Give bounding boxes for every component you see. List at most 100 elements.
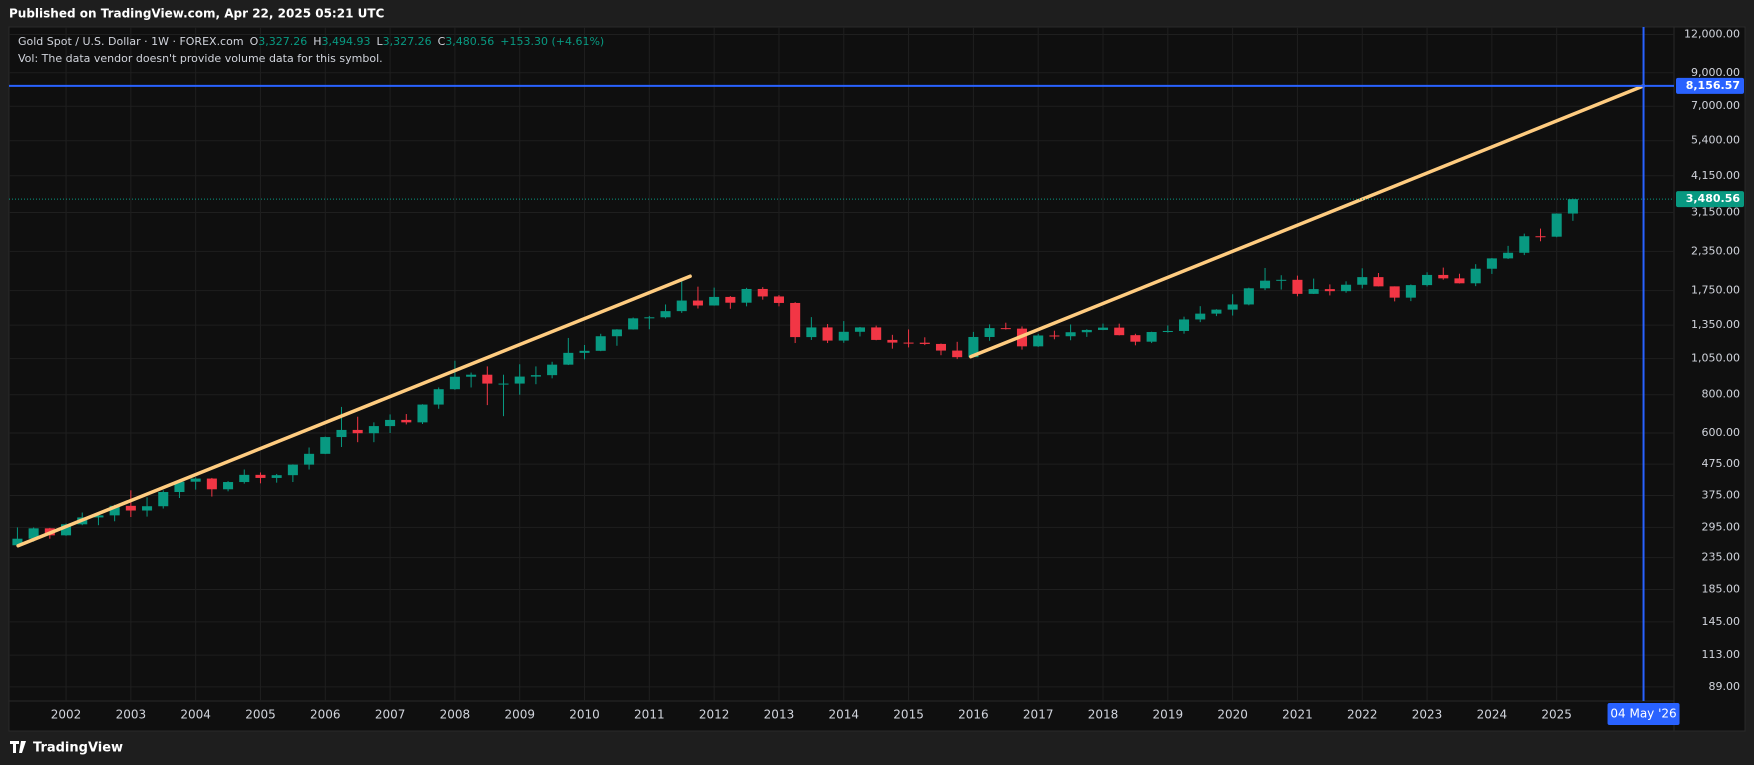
- y-tick-label: 2,350.00: [1691, 244, 1740, 257]
- candle-body: [838, 331, 849, 341]
- candle-body: [1211, 309, 1222, 314]
- candle-body: [287, 464, 298, 476]
- chart-pane: [8, 26, 1746, 732]
- y-tick-label: 12,000.00: [1684, 28, 1740, 41]
- published-note: Published on TradingView.com, Apr 22, 20…: [9, 7, 385, 21]
- candle-body: [644, 317, 655, 319]
- candle-body: [854, 327, 865, 332]
- candle-body: [1324, 289, 1335, 292]
- candle-body: [887, 339, 898, 343]
- candle-body: [206, 478, 217, 490]
- legend-value: 3,327.26: [258, 35, 307, 48]
- candle-body: [336, 429, 347, 438]
- candle-body: [1276, 279, 1287, 281]
- candle-body: [417, 404, 428, 423]
- y-tick-label: 1,050.00: [1691, 352, 1740, 365]
- x-tick-label: 2020: [1217, 708, 1248, 722]
- candle-body: [352, 429, 363, 434]
- candle-body: [611, 329, 622, 337]
- candle-body: [109, 505, 120, 516]
- candle-body: [271, 475, 282, 478]
- y-tick-label: 295.00: [1702, 520, 1741, 533]
- x-tick-label: 2004: [180, 708, 211, 722]
- candle-body: [466, 374, 477, 377]
- candle-body: [1308, 289, 1319, 294]
- y-tick-label: 3,150.00: [1691, 205, 1740, 218]
- y-tick-label: 235.00: [1702, 551, 1741, 564]
- candle-body: [579, 350, 590, 353]
- logo-icon: [10, 741, 26, 753]
- candle-body: [385, 419, 396, 427]
- candle-body: [174, 481, 185, 493]
- candle-body: [1227, 304, 1238, 310]
- candle-body: [125, 505, 136, 511]
- candle-body: [1357, 277, 1368, 285]
- x-tick-label: 2022: [1347, 708, 1378, 722]
- x-tick-label: 2021: [1282, 708, 1313, 722]
- candle-body: [709, 296, 720, 306]
- legend-key: L: [376, 35, 383, 48]
- y-tick-label: 89.00: [1709, 680, 1741, 693]
- x-tick-label: 2008: [440, 708, 471, 722]
- candle-body: [1260, 280, 1271, 289]
- candle-body: [449, 376, 460, 390]
- x-tick-label: 2014: [828, 708, 859, 722]
- candle-body: [1503, 252, 1514, 259]
- volume-note: Vol: The data vendor doesn't provide vol…: [18, 52, 383, 65]
- x-tick-label: 2016: [958, 708, 989, 722]
- candle-body: [1486, 258, 1497, 269]
- x-tick-label: 2002: [51, 708, 82, 722]
- candle-body: [255, 474, 266, 478]
- horizontal-line-badge: [1676, 77, 1744, 94]
- y-tick-label: 375.00: [1702, 489, 1741, 502]
- candle-body: [935, 343, 947, 351]
- candle-body: [1341, 284, 1352, 292]
- candle-body: [741, 288, 752, 303]
- candle-body: [28, 528, 39, 539]
- x-tick-label: 2019: [1153, 708, 1184, 722]
- candle-body: [1179, 319, 1190, 331]
- grid: [9, 27, 1674, 701]
- y-tick-label: 475.00: [1702, 457, 1741, 470]
- candle-body: [1470, 268, 1481, 284]
- candle-body: [1551, 213, 1562, 237]
- candle-body: [547, 364, 558, 376]
- x-tick-label: 2003: [116, 708, 147, 722]
- candle-body: [1097, 327, 1109, 330]
- candle-body: [1033, 335, 1044, 347]
- candle-body: [1373, 277, 1384, 287]
- y-tick-label: 1,750.00: [1691, 284, 1740, 297]
- candle-body: [320, 437, 331, 454]
- candle-body: [223, 482, 234, 490]
- legend-symbol: Gold Spot / U.S. Dollar · 1W · FOREX.com: [18, 35, 244, 48]
- horizontal-line-label: 8,156.57: [1686, 79, 1740, 92]
- candle-body: [725, 296, 736, 303]
- candle-body: [1243, 288, 1254, 305]
- candle-body: [595, 336, 606, 351]
- candle-body: [1081, 329, 1092, 333]
- x-tick-label: 2005: [245, 708, 276, 722]
- vertical-line-label: 04 May '26: [1610, 707, 1676, 721]
- trendline: [16, 274, 692, 548]
- candle-body: [790, 302, 801, 338]
- y-tick-label: 600.00: [1702, 426, 1741, 439]
- candle-body: [239, 474, 250, 483]
- candle-body: [1130, 335, 1141, 342]
- x-tick-label: 2012: [699, 708, 730, 722]
- candle-body: [692, 300, 703, 306]
- y-tick-label: 185.00: [1702, 582, 1741, 595]
- candle-body: [1162, 330, 1173, 333]
- candle-body: [968, 336, 979, 358]
- candle-body: [1195, 313, 1206, 320]
- candle-body: [1114, 327, 1125, 336]
- y-tick-label: 4,150.00: [1691, 169, 1740, 182]
- candle-body: [1422, 274, 1433, 286]
- candle-body: [93, 515, 104, 518]
- candle-body: [1292, 279, 1303, 294]
- candle-body: [190, 478, 201, 482]
- candle-body: [1405, 285, 1416, 298]
- candle-body: [304, 453, 315, 465]
- candle-body: [660, 311, 671, 318]
